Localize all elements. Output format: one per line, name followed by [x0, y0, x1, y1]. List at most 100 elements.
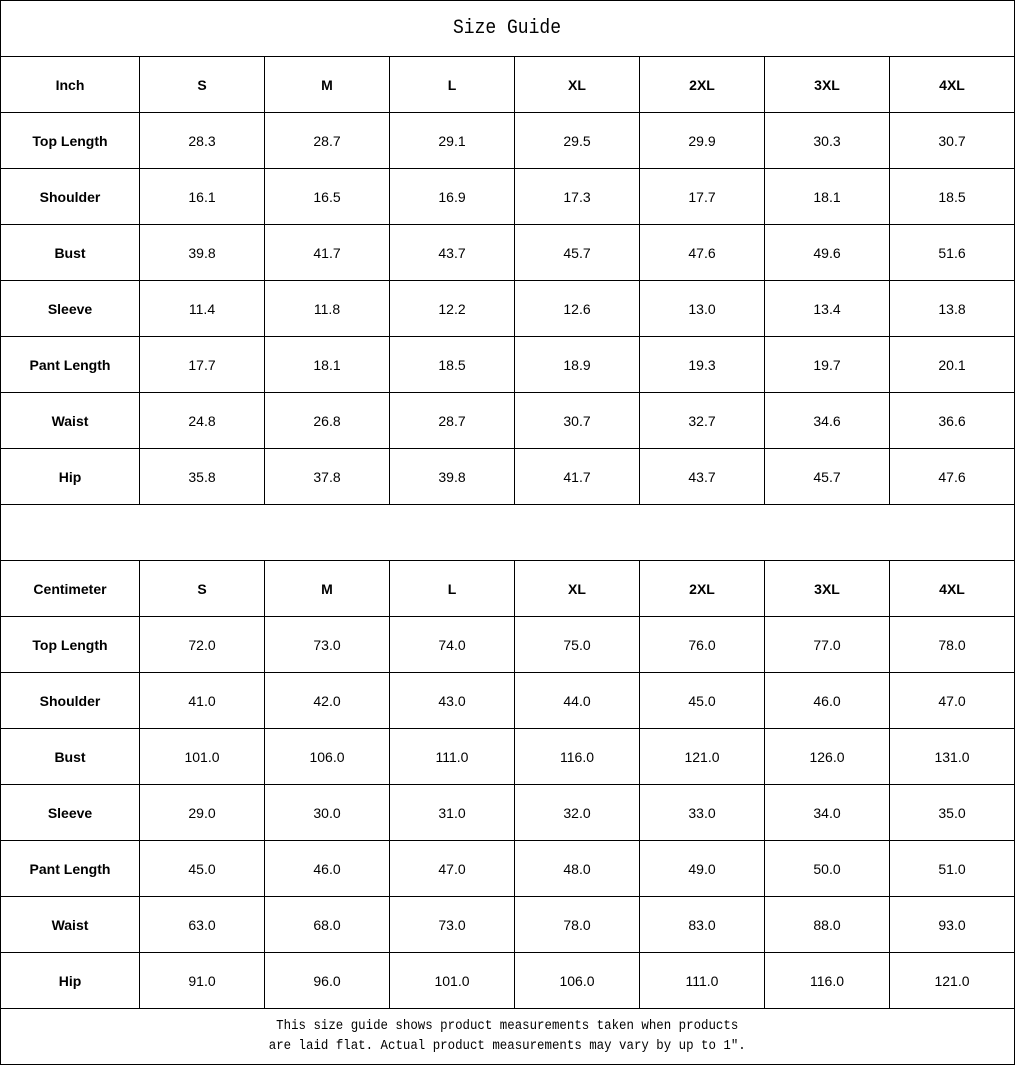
measurement-value: 111.0: [389, 728, 515, 785]
table-row: Bust 39.8 41.7 43.7 45.7 47.6 49.6 51.6: [0, 224, 1015, 281]
measurement-value: 47.6: [639, 224, 765, 281]
measurement-value: 12.2: [389, 280, 515, 337]
measurement-value: 16.9: [389, 168, 515, 225]
measurement-label: Shoulder: [0, 168, 140, 225]
measurement-value: 41.0: [139, 672, 265, 729]
measurement-value: 106.0: [514, 952, 640, 1009]
measurement-value: 34.0: [764, 784, 890, 841]
table-row: Bust 101.0 106.0 111.0 116.0 121.0 126.0 131.0: [0, 728, 1015, 785]
measurement-value: 51.6: [889, 224, 1015, 281]
measurement-value: 16.1: [139, 168, 265, 225]
measurement-label: Sleeve: [0, 784, 140, 841]
measurement-value: 28.7: [264, 112, 390, 169]
measurement-value: 35.8: [139, 448, 265, 505]
measurement-value: 73.0: [389, 896, 515, 953]
measurement-value: 72.0: [139, 616, 265, 673]
measurement-value: 101.0: [389, 952, 515, 1009]
size-header: S: [139, 560, 265, 617]
measurement-value: 33.0: [639, 784, 765, 841]
size-header: XL: [514, 560, 640, 617]
size-header: L: [389, 560, 515, 617]
table-row: Waist 63.0 68.0 73.0 78.0 83.0 88.0 93.0: [0, 896, 1015, 953]
measurement-value: 11.4: [139, 280, 265, 337]
measurement-value: 18.1: [264, 336, 390, 393]
measurement-value: 45.7: [514, 224, 640, 281]
table-row: Sleeve 11.4 11.8 12.2 12.6 13.0 13.4 13.8: [0, 280, 1015, 337]
unit-header: Inch: [0, 56, 140, 113]
measurement-value: 63.0: [139, 896, 265, 953]
measurement-value: 17.7: [639, 168, 765, 225]
measurement-value: 50.0: [764, 840, 890, 897]
measurement-value: 96.0: [264, 952, 390, 1009]
footer-line-2: are laid flat. Actual product measuremen…: [268, 1038, 746, 1054]
spacer-row: [0, 504, 1015, 561]
size-header: XL: [514, 56, 640, 113]
measurement-value: 18.5: [389, 336, 515, 393]
measurement-value: 101.0: [139, 728, 265, 785]
measurement-value: 32.0: [514, 784, 640, 841]
footer-note: This size guide shows product measuremen…: [0, 1008, 1015, 1065]
table-row: Pant Length 45.0 46.0 47.0 48.0 49.0 50.0 51.0: [0, 840, 1015, 897]
measurement-value: 36.6: [889, 392, 1015, 449]
measurement-value: 116.0: [514, 728, 640, 785]
size-header: M: [264, 560, 390, 617]
measurement-value: 47.0: [889, 672, 1015, 729]
measurement-value: 45.0: [639, 672, 765, 729]
measurement-value: 91.0: [139, 952, 265, 1009]
measurement-value: 37.8: [264, 448, 390, 505]
measurement-value: 13.0: [639, 280, 765, 337]
measurement-label: Bust: [0, 224, 140, 281]
title-cell: Size Guide: [0, 0, 1015, 57]
table-row: Shoulder 41.0 42.0 43.0 44.0 45.0 46.0 47.0: [0, 672, 1015, 729]
measurement-value: 77.0: [764, 616, 890, 673]
measurement-value: 131.0: [889, 728, 1015, 785]
measurement-value: 30.7: [889, 112, 1015, 169]
measurement-value: 76.0: [639, 616, 765, 673]
measurement-value: 78.0: [889, 616, 1015, 673]
title-row: Size Guide: [0, 0, 1015, 57]
measurement-value: 68.0: [264, 896, 390, 953]
table-row: Top Length 72.0 73.0 74.0 75.0 76.0 77.0 78.0: [0, 616, 1015, 673]
measurement-value: 19.3: [639, 336, 765, 393]
measurement-label: Pant Length: [0, 336, 140, 393]
footer-line-1: This size guide shows product measuremen…: [276, 1018, 739, 1034]
measurement-value: 42.0: [264, 672, 390, 729]
size-header: L: [389, 56, 515, 113]
measurement-value: 12.6: [514, 280, 640, 337]
measurement-value: 78.0: [514, 896, 640, 953]
measurement-value: 11.8: [264, 280, 390, 337]
measurement-value: 32.7: [639, 392, 765, 449]
measurement-value: 31.0: [389, 784, 515, 841]
measurement-label: Pant Length: [0, 840, 140, 897]
measurement-value: 48.0: [514, 840, 640, 897]
measurement-value: 116.0: [764, 952, 890, 1009]
measurement-value: 16.5: [264, 168, 390, 225]
measurement-value: 46.0: [264, 840, 390, 897]
table-row: Pant Length 17.7 18.1 18.5 18.9 19.3 19.7 20.1: [0, 336, 1015, 393]
measurement-value: 49.6: [764, 224, 890, 281]
measurement-label: Top Length: [0, 616, 140, 673]
measurement-value: 46.0: [764, 672, 890, 729]
measurement-value: 24.8: [139, 392, 265, 449]
measurement-value: 75.0: [514, 616, 640, 673]
measurement-value: 29.1: [389, 112, 515, 169]
size-header: M: [264, 56, 390, 113]
header-row: Centimeter S M L XL 2XL 3XL 4XL: [0, 560, 1015, 617]
measurement-value: 39.8: [389, 448, 515, 505]
size-header: 4XL: [889, 560, 1015, 617]
measurement-value: 29.9: [639, 112, 765, 169]
size-header: 2XL: [639, 560, 765, 617]
table-row: Hip 35.8 37.8 39.8 41.7 43.7 45.7 47.6: [0, 448, 1015, 505]
table-row: Hip 91.0 96.0 101.0 106.0 111.0 116.0 121.0: [0, 952, 1015, 1009]
measurement-value: 41.7: [264, 224, 390, 281]
measurement-value: 29.5: [514, 112, 640, 169]
measurement-value: 49.0: [639, 840, 765, 897]
measurement-value: 41.7: [514, 448, 640, 505]
measurement-label: Bust: [0, 728, 140, 785]
measurement-label: Shoulder: [0, 672, 140, 729]
measurement-value: 47.0: [389, 840, 515, 897]
measurement-value: 39.8: [139, 224, 265, 281]
spacer-cell: [0, 504, 1015, 561]
measurement-value: 121.0: [639, 728, 765, 785]
footer-text: This size guide shows product measuremen…: [269, 1017, 746, 1057]
